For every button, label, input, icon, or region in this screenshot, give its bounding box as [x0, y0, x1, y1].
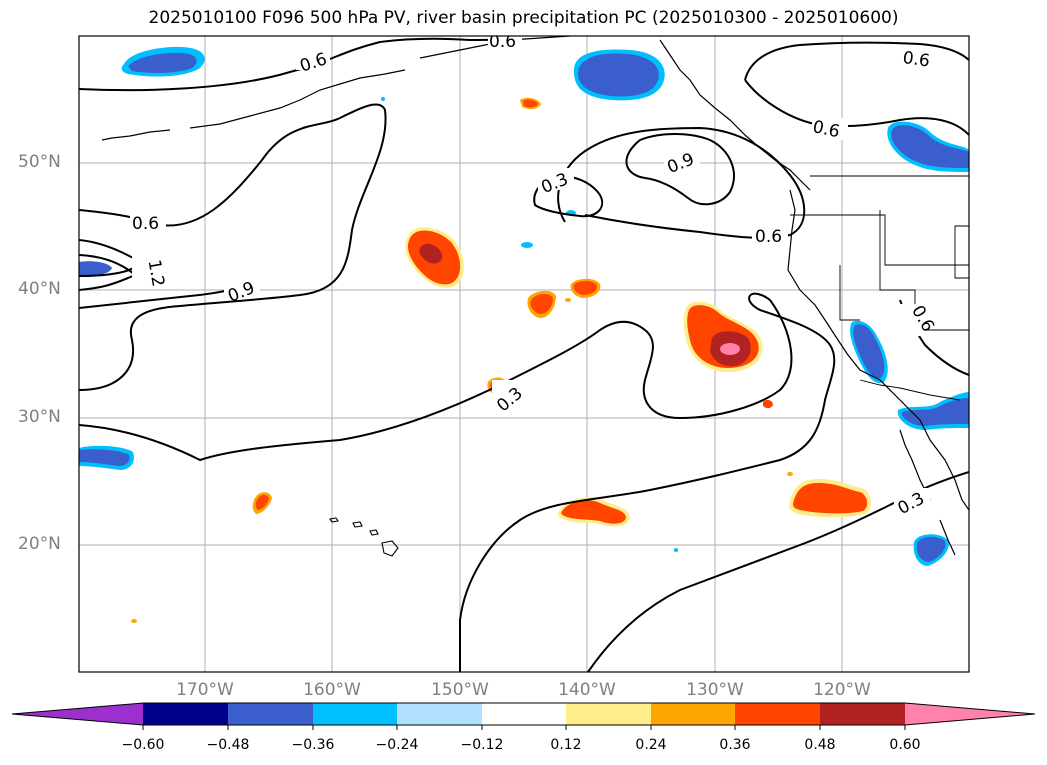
- map-panel: 0.6 0.6 0.6 0.6 0.6 0.6 1.2 0.9 0.9 0.3 …: [79, 32, 969, 672]
- colorbar-tick-label: 0.60: [889, 737, 921, 753]
- contour-label: 0.6: [132, 214, 159, 234]
- lon-label-170w: 170°W: [176, 680, 234, 700]
- contour-06-north: [79, 36, 521, 92]
- colorbar-extend-high: [905, 703, 1035, 725]
- colorbar-tick-label: 0.48: [804, 737, 836, 753]
- colorbar-tick-label: −0.12: [460, 737, 504, 753]
- map-title: 2025010100 F096 500 hPa PV, river basin …: [148, 8, 899, 28]
- contour-label: 0.6: [755, 227, 782, 247]
- contour-06-west: [79, 103, 387, 391]
- contour-03-big: [79, 292, 836, 672]
- colorbar-tick-label: −0.60: [121, 737, 165, 753]
- lon-label-130w: 130°W: [686, 680, 744, 700]
- lon-label-120w: 120°W: [813, 680, 871, 700]
- contour-09-center: [625, 133, 735, 206]
- colorbar-tick-label: −0.48: [206, 737, 250, 753]
- contour-03-small: [533, 175, 604, 218]
- colorbar-extend-low: [12, 703, 143, 725]
- contour-06-ne: [744, 41, 969, 81]
- political-borders: [790, 175, 969, 401]
- colorbar-tick-label: 0.24: [635, 737, 667, 753]
- lon-label-140w: 140°W: [558, 680, 616, 700]
- colorbar: [11, 702, 1036, 730]
- lon-label-160w: 160°W: [303, 680, 361, 700]
- contour-label: 0.6: [489, 32, 516, 52]
- colorbar-tick-label: 0.36: [719, 737, 751, 753]
- positive-precip-areas: [131, 97, 871, 623]
- lon-label-150w: 150°W: [431, 680, 489, 700]
- colorbar-tick-label: −0.36: [291, 737, 335, 753]
- lat-label-40n: 40°N: [18, 279, 61, 299]
- contour-labels: 0.6 0.6 0.6 0.6 0.6 0.6 1.2 0.9 0.9 0.3 …: [130, 32, 938, 519]
- map-frame: [78, 35, 970, 673]
- blob-neg-4: [79, 261, 112, 276]
- hawaii-islands: [329, 517, 399, 557]
- contour-label: 0.6: [901, 48, 931, 72]
- negative-precip-areas: [79, 46, 969, 566]
- contour-06-ne2: [744, 79, 969, 136]
- contour-06-center: [557, 126, 806, 239]
- contour-label: 1.2: [144, 258, 168, 288]
- colorbar-tick-label: 0.12: [550, 737, 582, 753]
- coastlines: [101, 36, 969, 556]
- colorbar-tick-label: −0.24: [375, 737, 419, 753]
- lat-label-50n: 50°N: [18, 152, 61, 172]
- lat-label-30n: 30°N: [18, 407, 61, 427]
- lat-label-20n: 20°N: [18, 534, 61, 554]
